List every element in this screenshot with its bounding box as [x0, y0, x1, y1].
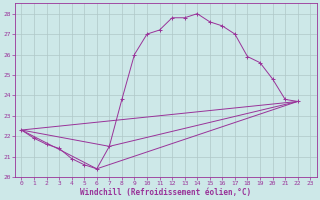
X-axis label: Windchill (Refroidissement éolien,°C): Windchill (Refroidissement éolien,°C) — [80, 188, 252, 197]
